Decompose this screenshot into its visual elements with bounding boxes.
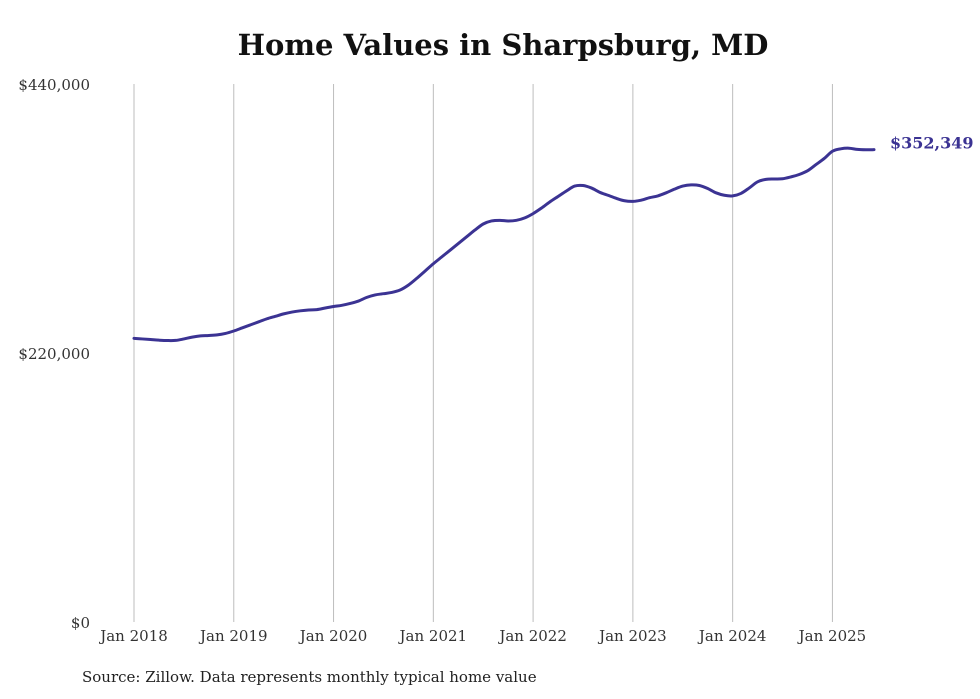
- y-tick-label: $440,000: [18, 76, 90, 94]
- y-axis-ticks: $0 $220,000 $440,000: [18, 76, 90, 632]
- x-tick-label: Jan 2019: [198, 627, 268, 645]
- x-tick-label: Jan 2024: [697, 627, 767, 645]
- series-line-0: [132, 146, 876, 343]
- x-tick-label: Jan 2021: [398, 627, 468, 645]
- x-tick-label: Jan 2025: [797, 627, 867, 645]
- x-tick-label: Jan 2022: [497, 627, 567, 645]
- x-axis-ticks: Jan 2018 Jan 2019 Jan 2020 Jan 2021 Jan 2022…: [98, 627, 866, 645]
- chart-gridlines: [133, 84, 833, 622]
- y-tick-label: $220,000: [18, 345, 90, 363]
- chart-series: [132, 146, 876, 343]
- x-tick-label: Jan 2023: [597, 627, 667, 645]
- y-tick-label: $0: [71, 614, 90, 632]
- x-tick-label: Jan 2020: [298, 627, 368, 645]
- x-tick-label: Jan 2018: [98, 627, 168, 645]
- end-value-label: $352,349: [890, 134, 974, 153]
- chart-annotations: $352,349: [890, 134, 974, 153]
- source-note: Source: Zillow. Data represents monthly …: [82, 668, 537, 686]
- chart-title: Home Values in Sharpsburg, MD: [237, 28, 769, 62]
